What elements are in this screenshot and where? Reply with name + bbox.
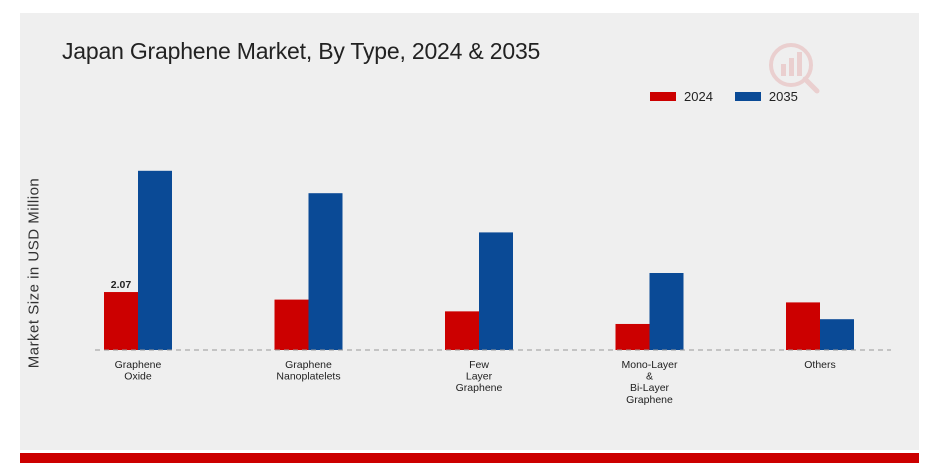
legend-item-2024: 2024 [650,89,713,104]
bar-2035-3 [649,273,684,350]
bar-2035-1 [308,193,343,350]
category-label-0-line-1: Oxide [124,371,152,383]
bar-2024-3 [615,323,650,350]
legend-item-2035: 2035 [734,89,798,104]
category-label-3-line-0: Mono-Layer [621,359,678,371]
bar-2035-4 [820,319,854,350]
legend-label-2024: 2024 [684,89,713,104]
bar-2024-0 [104,292,138,350]
bar-2024-1 [274,299,309,350]
category-label-0-line-0: Graphene [115,359,162,371]
category-label-3-line-2: Bi-Layer [630,382,670,394]
legend-swatch-2024 [650,92,676,101]
legend-label-2035: 2035 [768,89,798,104]
category-label-4-line-0: Others [804,359,836,371]
category-label-2-line-0: Few [469,359,489,371]
category-label-3-line-3: Graphene [626,394,673,406]
bottom-accent-bar [20,453,919,463]
bar-2035-2 [479,232,513,350]
category-label-3-line-1: & [646,371,653,383]
market-research-logo-icon [769,43,820,94]
bar-2024-4 [786,302,820,350]
bar-2035-0 [138,170,172,350]
chart-title: Japan Graphene Market, By Type, 2024 & 2… [62,38,541,64]
legend: 2024 2035 [650,89,820,104]
category-label-1-line-1: Nanoplatelets [276,371,340,383]
category-label-1-line-0: Graphene [285,359,332,371]
legend-swatch-2035 [734,92,761,101]
category-label-2-line-2: Graphene [456,382,503,394]
bar-2024-2 [445,311,479,350]
data-label-0: 2.07 [111,279,132,291]
category-label-2-line-1: Layer [466,371,493,383]
